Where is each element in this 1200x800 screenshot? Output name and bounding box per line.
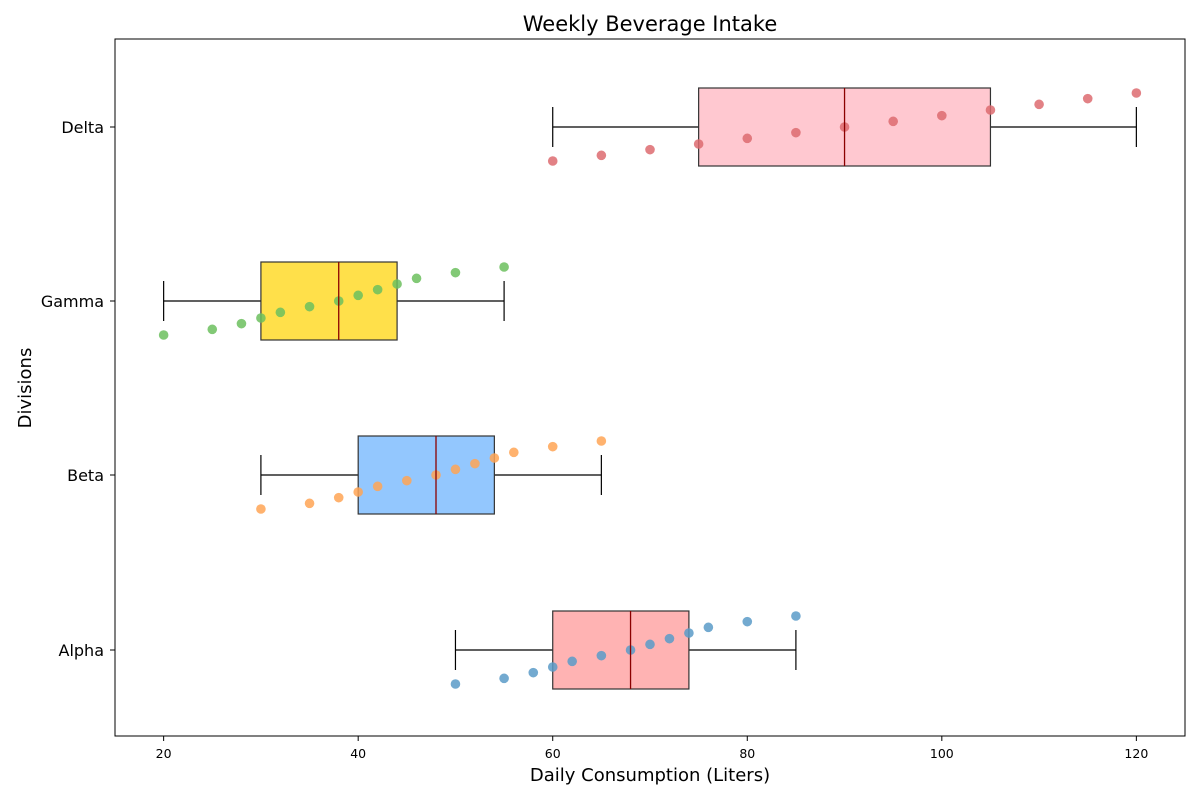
chart-title: Weekly Beverage Intake <box>523 12 778 36</box>
point-alpha-4 <box>567 656 577 667</box>
box-gamma <box>260 261 398 341</box>
plot-frame <box>114 38 1186 737</box>
point-alpha-1 <box>499 673 509 684</box>
point-beta-8 <box>470 458 480 469</box>
y-axis-label: Divisions <box>15 348 36 429</box>
point-alpha-8 <box>664 633 675 644</box>
point-gamma-3 <box>256 313 266 323</box>
point-delta-10 <box>1034 99 1044 110</box>
point-gamma-5 <box>304 301 315 312</box>
point-alpha-7 <box>645 639 655 650</box>
y-tick-label-gamma: Gamma <box>41 292 104 311</box>
point-delta-7 <box>888 116 898 127</box>
point-delta-4 <box>742 133 753 144</box>
point-gamma-1 <box>207 324 218 335</box>
x-axis-label: Daily Consumption (Liters) <box>530 765 770 786</box>
point-gamma-11 <box>450 267 461 278</box>
point-delta-8 <box>937 110 947 121</box>
point-alpha-9 <box>684 628 694 638</box>
y-axis: Alpha Beta Gamma Delta <box>41 118 115 660</box>
point-delta-9 <box>985 105 996 115</box>
y-tick-label-alpha: Alpha <box>59 641 105 660</box>
point-beta-3 <box>353 487 363 497</box>
point-beta-4 <box>372 481 383 492</box>
box-group-gamma <box>163 261 505 341</box>
points-delta <box>547 88 1142 166</box>
point-alpha-3 <box>547 662 558 672</box>
point-delta-0 <box>547 156 558 166</box>
x-tick-label-80: 80 <box>739 746 755 761</box>
point-delta-12 <box>1131 88 1142 98</box>
box-group-alpha <box>454 610 797 690</box>
point-beta-7 <box>450 464 461 475</box>
point-alpha-5 <box>596 650 607 661</box>
point-gamma-7 <box>353 290 363 301</box>
points-beta <box>256 436 607 514</box>
point-delta-11 <box>1082 93 1093 104</box>
point-gamma-8 <box>372 284 383 295</box>
point-beta-10 <box>509 447 519 458</box>
x-tick-label-20: 20 <box>156 746 172 761</box>
point-gamma-0 <box>158 330 169 340</box>
x-tick-label-40: 40 <box>350 746 366 761</box>
x-tick-label-120: 120 <box>1124 746 1148 761</box>
box-beta <box>357 435 495 515</box>
point-delta-1 <box>596 150 607 161</box>
point-delta-5 <box>791 127 801 138</box>
point-alpha-12 <box>791 611 801 621</box>
x-axis: 20 40 60 80 100 120 <box>156 736 1148 761</box>
point-alpha-11 <box>742 616 753 627</box>
points-alpha <box>450 611 801 689</box>
box-group-beta <box>260 435 602 515</box>
point-gamma-10 <box>411 273 422 284</box>
point-gamma-4 <box>275 307 286 318</box>
point-delta-3 <box>693 139 704 149</box>
point-beta-12 <box>596 436 607 446</box>
point-beta-9 <box>489 453 500 463</box>
x-tick-label-100: 100 <box>930 746 954 761</box>
point-delta-2 <box>645 144 655 155</box>
point-beta-2 <box>333 492 344 503</box>
x-tick-label-60: 60 <box>545 746 561 761</box>
point-beta-11 <box>547 441 558 452</box>
point-gamma-9 <box>392 279 402 289</box>
y-tick-label-beta: Beta <box>67 466 104 485</box>
point-gamma-2 <box>236 318 247 329</box>
point-alpha-2 <box>528 667 539 678</box>
points-gamma <box>158 262 509 340</box>
plot-area <box>158 87 1142 690</box>
y-tick-label-delta: Delta <box>61 118 104 137</box>
point-gamma-12 <box>499 262 509 272</box>
point-alpha-10 <box>703 622 714 633</box>
point-alpha-0 <box>450 679 461 689</box>
point-beta-0 <box>256 504 266 514</box>
box-alpha <box>552 610 690 690</box>
point-beta-1 <box>304 498 315 509</box>
point-beta-5 <box>402 475 412 486</box>
